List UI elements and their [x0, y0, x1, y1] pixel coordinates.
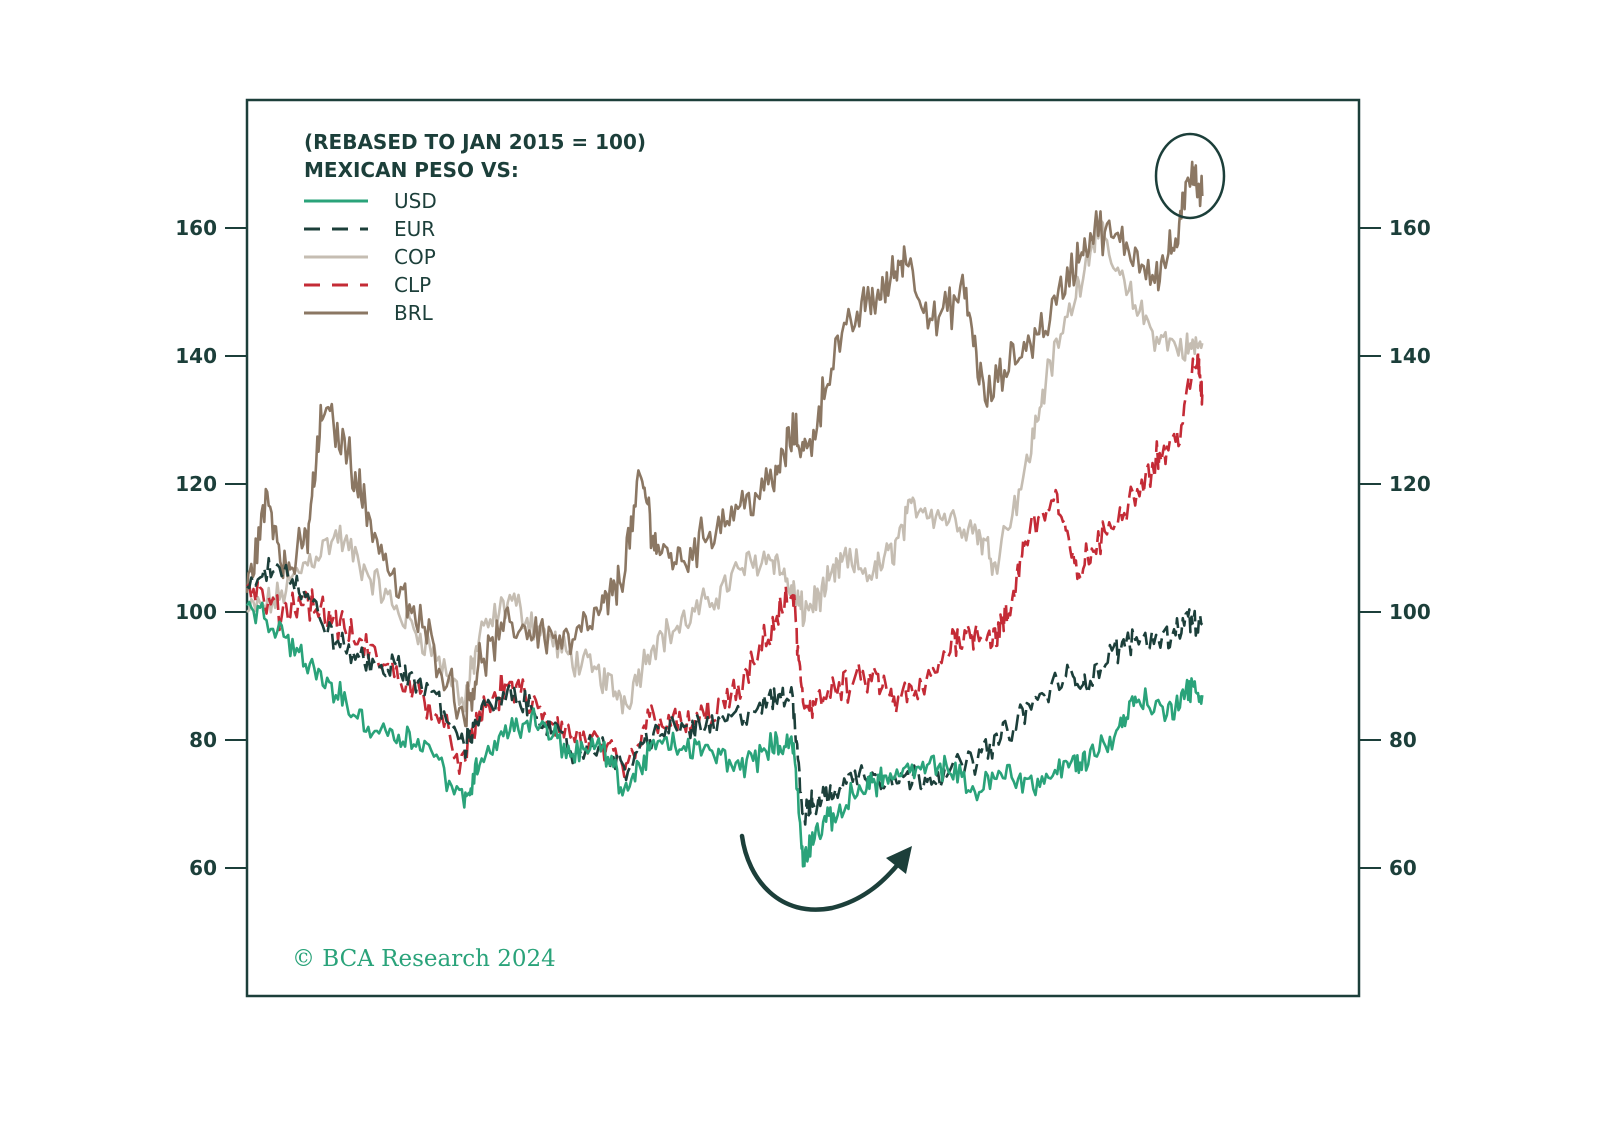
y-tick-left-label: 80 — [189, 728, 217, 752]
copyright: © BCA Research 2024 — [292, 946, 556, 972]
y-axis-right: 60 80 100 120 140 160 — [1359, 216, 1431, 880]
legend-title-line-1: (REBASED TO JAN 2015 = 100) — [304, 130, 646, 154]
legend-label-clp: CLP — [394, 273, 431, 297]
trend-arrow-head — [886, 846, 912, 874]
trend-arrow-curve — [739, 833, 903, 912]
y-tick-left-label: 100 — [175, 600, 217, 624]
peak-highlight-circle — [1154, 132, 1226, 220]
legend-label-brl: BRL — [394, 301, 434, 325]
legend-label-cop: COP — [394, 245, 436, 269]
series-layer — [245, 160, 1204, 868]
legend-title-line-2: MEXICAN PESO VS: — [304, 158, 519, 182]
series-line-clp — [246, 349, 1204, 779]
trend-arrow — [739, 833, 912, 912]
y-axis-left: 60 80 100 120 140 160 — [175, 216, 247, 880]
series-line-eur — [246, 556, 1204, 826]
legend-label-usd: USD — [394, 189, 437, 213]
y-tick-right-label: 60 — [1389, 856, 1417, 880]
y-tick-right-label: 160 — [1389, 216, 1431, 240]
y-tick-right-label: 120 — [1389, 472, 1431, 496]
y-tick-left-label: 60 — [189, 856, 217, 880]
series-line-usd — [245, 600, 1204, 868]
y-tick-left-label: 140 — [175, 344, 217, 368]
y-tick-left-label: 120 — [175, 472, 217, 496]
series-line-brl — [245, 160, 1204, 728]
y-tick-left-label: 160 — [175, 216, 217, 240]
series-line-cop — [246, 214, 1204, 715]
legend-label-eur: EUR — [394, 217, 435, 241]
legend: (REBASED TO JAN 2015 = 100) MEXICAN PESO… — [304, 130, 646, 325]
y-tick-right-label: 100 — [1389, 600, 1431, 624]
y-tick-right-label: 140 — [1389, 344, 1431, 368]
plot-frame — [245, 98, 1361, 998]
y-tick-right-label: 80 — [1389, 728, 1417, 752]
